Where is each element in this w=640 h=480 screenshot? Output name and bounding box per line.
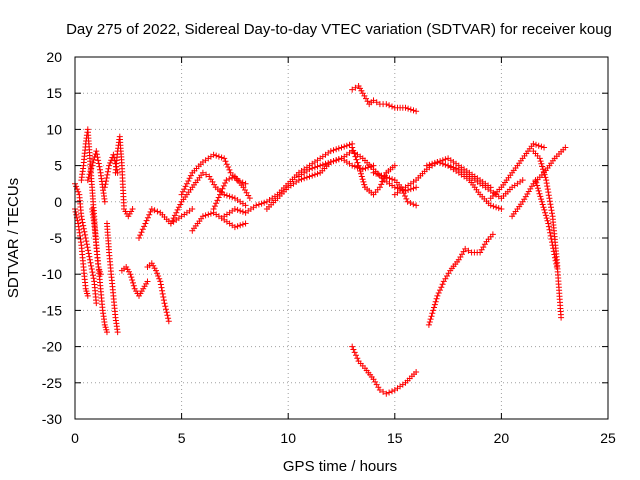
series-arc20 xyxy=(370,169,420,209)
data-point-markers xyxy=(509,144,569,220)
axis-ticks xyxy=(74,56,609,420)
data-point-markers xyxy=(112,133,136,220)
data-point-markers xyxy=(349,343,420,397)
data-point-markers xyxy=(189,209,249,234)
x-tick-label: 15 xyxy=(387,430,403,446)
data-points xyxy=(72,83,569,397)
y-tick-label: -25 xyxy=(42,375,62,391)
data-point-markers xyxy=(445,162,505,213)
data-point-markers xyxy=(104,220,121,336)
data-point-markers xyxy=(425,231,496,328)
x-axis-label: GPS time / hours xyxy=(283,458,397,475)
data-point-markers xyxy=(167,169,249,227)
x-tick-label: 5 xyxy=(178,430,186,446)
y-tick-label: -30 xyxy=(42,411,62,427)
series-arc29 xyxy=(349,343,420,397)
series-arc28 xyxy=(349,83,420,115)
x-tick-label: 10 xyxy=(280,430,296,446)
tick-labels: 0 5 10 15 20 25 -30 -25 -20 -15 -10 -5 0 5 10 15 20 xyxy=(42,49,616,446)
series-arc14 xyxy=(189,209,249,234)
data-point-markers xyxy=(118,264,151,299)
series-arc08 xyxy=(112,133,136,220)
chart-title: Day 275 of 2022, Sidereal Day-to-day VTE… xyxy=(66,21,612,38)
x-tick-label: 25 xyxy=(600,430,616,446)
data-point-markers xyxy=(221,140,356,220)
data-point-markers xyxy=(487,140,548,202)
y-tick-label: 15 xyxy=(46,85,62,101)
y-tick-label: -15 xyxy=(42,302,62,318)
y-tick-label: 10 xyxy=(46,121,62,137)
y-tick-label: 5 xyxy=(54,158,62,174)
y-axis-label: SDTVAR / TECUs xyxy=(5,178,22,298)
series-arc04 xyxy=(84,148,108,205)
series-arc25 xyxy=(509,144,569,220)
data-point-markers xyxy=(89,206,110,336)
y-tick-label: -5 xyxy=(50,230,63,246)
series-arc05 xyxy=(89,206,110,336)
y-tick-label: -10 xyxy=(42,266,62,282)
series-arc15 xyxy=(210,173,253,212)
data-point-markers xyxy=(370,169,420,209)
data-point-markers xyxy=(84,148,108,205)
series-arc12 xyxy=(167,169,249,227)
data-point-markers xyxy=(144,260,172,325)
data-point-markers xyxy=(530,148,565,321)
series-arc24 xyxy=(487,140,548,202)
series-arc16 xyxy=(221,140,356,220)
series-arc09 xyxy=(118,264,151,299)
series-arc23 xyxy=(445,162,505,213)
y-tick-label: -20 xyxy=(42,339,62,355)
data-point-markers xyxy=(210,173,253,212)
y-tick-label: 20 xyxy=(46,49,62,65)
data-point-markers xyxy=(532,177,560,270)
series-arc27 xyxy=(532,177,560,270)
y-tick-label: 0 xyxy=(54,194,62,210)
x-tick-label: 0 xyxy=(71,430,79,446)
x-tick-label: 20 xyxy=(494,430,510,446)
series-arc07 xyxy=(104,220,121,336)
series-arc30 xyxy=(425,231,496,328)
series-arc10 xyxy=(144,260,172,325)
data-point-markers xyxy=(349,83,420,115)
series-arc26 xyxy=(530,148,565,321)
